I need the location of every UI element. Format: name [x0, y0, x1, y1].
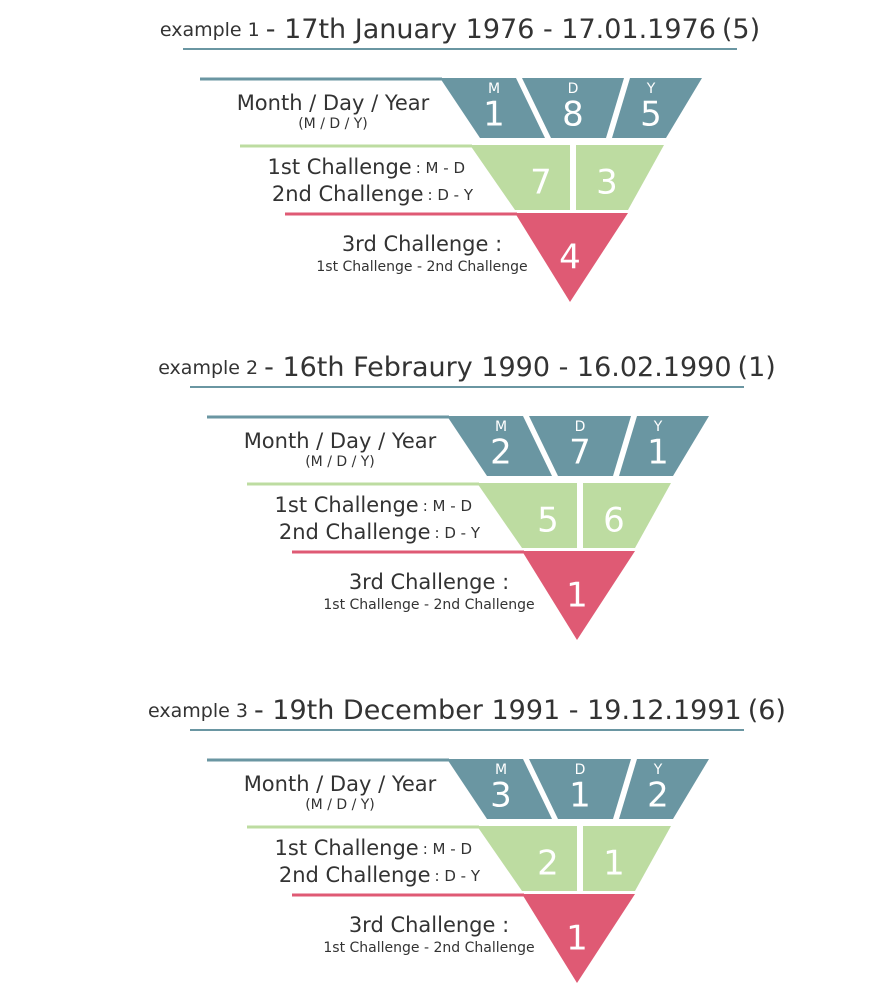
challenge-value: 3 — [596, 163, 618, 203]
third-cell — [515, 213, 628, 302]
example-title: example 3 - 19th December 1991 - 19.12.19… — [148, 695, 786, 726]
challenge-formula: : M - D — [423, 497, 472, 515]
challenge-label: 2nd Challenge: D - Y — [279, 863, 481, 887]
challenge-cell — [583, 483, 671, 548]
challenge-label: 2nd Challenge: D - Y — [272, 182, 474, 206]
example-date: - 19th December 1991 - 19.12.1991 — [254, 695, 742, 726]
challenge-name: 2nd Challenge — [279, 520, 431, 544]
third-cell — [522, 551, 635, 640]
challenge-formula: : M - D — [423, 840, 472, 858]
challenge-cell — [477, 826, 577, 891]
challenge-cell — [576, 145, 664, 210]
example: example 3 - 19th December 1991 - 19.12.19… — [148, 695, 786, 983]
third-label: 3rd Challenge : — [349, 913, 509, 937]
row-sublabel: (M / D / Y) — [305, 797, 375, 813]
challenge-value: 6 — [603, 501, 625, 541]
date-letter: M — [495, 419, 507, 435]
third-formula: 1st Challenge - 2nd Challenge — [323, 940, 534, 956]
challenge-value: 7 — [530, 163, 552, 203]
challenge-name: 1st Challenge — [275, 493, 419, 517]
example-result: (1) — [738, 352, 776, 383]
date-digit: 2 — [647, 776, 669, 816]
challenge-formula: : D - Y — [435, 524, 481, 542]
date-letter: D — [575, 419, 586, 435]
challenge-cell — [477, 483, 577, 548]
third-label: 3rd Challenge : — [342, 232, 502, 256]
challenge-name: 2nd Challenge — [279, 863, 431, 887]
example-date: - 16th Febraury 1990 - 16.02.1990 — [264, 352, 731, 383]
date-cell — [529, 759, 631, 819]
row-sublabel: (M / D / Y) — [298, 116, 368, 132]
third-value: 1 — [566, 576, 588, 616]
date-cell — [440, 78, 545, 138]
challenge-label: 1st Challenge: M - D — [275, 836, 472, 860]
date-digit: 3 — [490, 776, 512, 816]
date-letter: D — [575, 762, 586, 778]
row-label: Month / Day / Year — [237, 91, 430, 115]
example-title: example 2 - 16th Febraury 1990 - 16.02.19… — [158, 352, 776, 383]
date-digit: 1 — [483, 95, 505, 135]
date-cell — [522, 78, 624, 138]
example-label: example 2 — [158, 357, 258, 379]
date-cell — [612, 78, 702, 138]
date-digit: 1 — [647, 433, 669, 473]
date-cell — [447, 759, 552, 819]
third-label: 3rd Challenge : — [349, 570, 509, 594]
date-digit: 5 — [640, 95, 662, 135]
date-letter: D — [568, 81, 579, 97]
challenge-name: 1st Challenge — [268, 155, 412, 179]
date-letter: Y — [653, 762, 663, 778]
challenge-formula: : D - Y — [435, 867, 481, 885]
date-digit: 7 — [569, 433, 591, 473]
third-formula: 1st Challenge - 2nd Challenge — [323, 597, 534, 613]
date-digit: 2 — [490, 433, 512, 473]
date-digit: 8 — [562, 95, 584, 135]
third-formula: 1st Challenge - 2nd Challenge — [316, 259, 527, 275]
example-result: (6) — [748, 695, 786, 726]
example-date: - 17th January 1976 - 17.01.1976 — [266, 14, 716, 45]
challenge-value: 2 — [537, 844, 559, 884]
date-digit: 1 — [569, 776, 591, 816]
challenge-name: 1st Challenge — [275, 836, 419, 860]
example: example 1 - 17th January 1976 - 17.01.197… — [160, 14, 760, 302]
row-sublabel: (M / D / Y) — [305, 454, 375, 470]
row-label: Month / Day / Year — [244, 772, 437, 796]
challenge-cell — [583, 826, 671, 891]
third-value: 1 — [566, 919, 588, 959]
challenge-label: 1st Challenge: M - D — [275, 493, 472, 517]
challenge-cell — [470, 145, 570, 210]
challenge-name: 2nd Challenge — [272, 182, 424, 206]
date-cell — [619, 759, 709, 819]
challenge-formula: : M - D — [416, 159, 465, 177]
example-label: example 3 — [148, 700, 248, 722]
date-letter: M — [488, 81, 500, 97]
date-letter: Y — [653, 419, 663, 435]
challenge-value: 5 — [537, 501, 559, 541]
third-cell — [522, 894, 635, 983]
date-cell — [619, 416, 709, 476]
date-cell — [529, 416, 631, 476]
date-letter: M — [495, 762, 507, 778]
date-cell — [447, 416, 552, 476]
challenge-label: 2nd Challenge: D - Y — [279, 520, 481, 544]
row-label: Month / Day / Year — [244, 429, 437, 453]
date-letter: Y — [646, 81, 656, 97]
challenge-formula: : D - Y — [428, 186, 474, 204]
example-title: example 1 - 17th January 1976 - 17.01.197… — [160, 14, 760, 45]
example-result: (5) — [722, 14, 760, 45]
challenge-value: 1 — [603, 844, 625, 884]
challenge-label: 1st Challenge: M - D — [268, 155, 465, 179]
third-value: 4 — [559, 238, 581, 278]
example: example 2 - 16th Febraury 1990 - 16.02.19… — [158, 352, 776, 640]
example-label: example 1 — [160, 19, 260, 41]
